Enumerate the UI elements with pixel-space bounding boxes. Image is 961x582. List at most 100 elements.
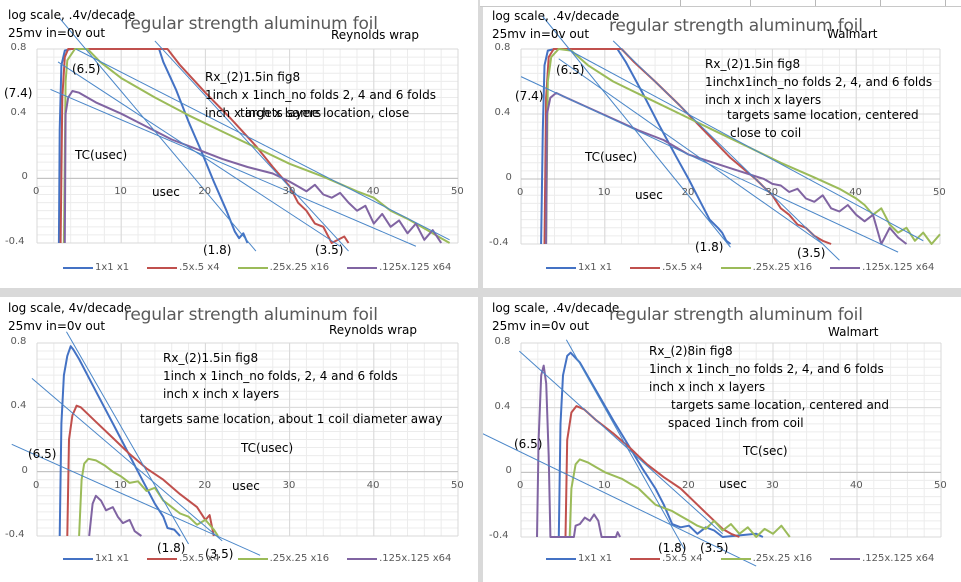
legend-label: .125x.125 x64	[379, 262, 452, 273]
tc-fit-line	[542, 16, 731, 248]
y-tick-label: 0.8	[10, 336, 27, 347]
tc-fit-line	[565, 339, 686, 551]
x-tick-label: 20	[198, 479, 212, 491]
y-tick-label: 0	[505, 172, 512, 183]
x-tick-label: 30	[282, 479, 296, 491]
chart-svg	[483, 339, 942, 567]
spreadsheet-cell	[815, 0, 881, 6]
tc-annotation: (7.4)	[4, 86, 33, 100]
x-tick-label: 20	[198, 186, 212, 198]
series-line-1	[57, 48, 249, 244]
x-axis-label: usec	[152, 185, 180, 199]
x-tick-label: 10	[114, 186, 127, 198]
chart-panel-top-right[interactable]: 0 10 20 30 40 50 0.8 0.4 0 -0.4 log scale, .4v/dec…	[483, 7, 961, 288]
setup-note: targets same location, centered and	[671, 398, 890, 412]
legend-item: .5x.5 x4	[147, 262, 220, 273]
legend: 1x1 x1 .5x.5 x4 .25x.25 x16 .125x.125 x64	[546, 262, 934, 273]
offset-note: 25mv in=0v out	[8, 26, 106, 40]
legend-swatch	[830, 266, 861, 269]
tc-fit-line	[520, 76, 899, 253]
tc-fit-lines	[520, 16, 924, 261]
chart-svg	[11, 331, 459, 556]
legend-swatch	[830, 557, 861, 560]
legend-item: .5x.5 x4	[630, 262, 703, 273]
chart-svg	[520, 16, 941, 261]
scale-note: log scale, 4v/decade	[8, 301, 132, 315]
tc-annotation: (6.5)	[72, 62, 101, 76]
x-axis-label: usec	[232, 479, 260, 493]
legend-swatch	[720, 266, 751, 269]
y-tick-label: 0	[505, 465, 512, 477]
chart-title: regular strength aluminum foil	[124, 14, 378, 34]
tc-annotation: (3.5)	[205, 547, 234, 561]
series-line-3	[545, 48, 941, 245]
tc-annotation: (3.5)	[797, 246, 826, 260]
offset-note: 25mv in=0v out	[492, 27, 590, 41]
legend-label: 1x1 x1	[95, 262, 130, 273]
tc-fit-line	[483, 433, 757, 567]
tc-fit-lines	[483, 339, 757, 567]
brand-label: Reynolds wrap	[329, 323, 417, 337]
spreadsheet-cell	[680, 0, 751, 6]
coil-note: Rx_(2)1.5in fig8	[205, 70, 301, 84]
tc-fit-line	[518, 350, 723, 535]
x-tick-label: 10	[114, 479, 127, 491]
legend-label: .5x.5 x4	[179, 553, 220, 564]
setup-note: targets same location, centered	[727, 108, 919, 122]
legend-item: .25x.25 x16	[720, 553, 812, 564]
series-line-1	[557, 351, 764, 538]
chart-panel-bottom-right[interactable]: 0 10 20 30 40 50 0.8 0.4 0 -0.4 log scale, .4v/dec…	[483, 297, 961, 582]
y-tick-label: 0.8	[494, 42, 511, 53]
legend-label: .25x.25 x16	[269, 262, 330, 273]
legend-swatch	[630, 266, 661, 269]
setup-note: spaced 1inch from coil	[668, 416, 804, 430]
tc-annotation: (3.5)	[700, 541, 729, 555]
legend-swatch	[147, 557, 178, 560]
setup-note: close to coil	[730, 126, 802, 140]
series-group	[57, 48, 451, 244]
legend-item: 1x1 x1	[63, 553, 129, 564]
x-tick-label: 0	[33, 186, 40, 198]
series-line-3	[62, 48, 451, 244]
x-tick-label: 40	[850, 480, 863, 492]
tc-fit-line	[50, 88, 417, 247]
tc-fit-lines	[11, 331, 261, 556]
y-tick-label: -0.4	[5, 236, 25, 247]
y-tick-label: 0.4	[494, 400, 511, 412]
spreadsheet-header-strip	[480, 0, 961, 7]
x-tick-label: 40	[849, 187, 862, 198]
scale-note: log scale, .4v/decade	[492, 301, 620, 315]
coil-note: 1inch x 1inch_no folds, 2, 4 and 6 folds	[163, 369, 398, 383]
y-tick-label: 0.8	[494, 336, 511, 347]
legend-label: .125x.125 x64	[379, 553, 452, 564]
legend-swatch	[720, 557, 751, 560]
chart-title: regular strength aluminum foil	[609, 16, 863, 36]
legend-item: .25x.25 x16	[720, 262, 812, 273]
coil-note: Rx_(2)8in fig8	[649, 344, 733, 358]
y-tick-label: -0.4	[489, 530, 509, 541]
x-tick-label: 50	[934, 480, 947, 492]
tc-label: TC(sec)	[743, 444, 788, 458]
tc-fit-line	[57, 61, 341, 247]
x-tick-label: 30	[766, 480, 779, 492]
chart-svg	[36, 17, 459, 252]
x-axis-label: usec	[719, 477, 747, 491]
series-line-3	[78, 457, 219, 537]
tc-annotation: (6.5)	[28, 447, 57, 461]
series-line-2	[59, 48, 350, 244]
series-line-4	[536, 364, 621, 538]
legend-item: 1x1 x1	[63, 262, 129, 273]
y-tick-label: -0.4	[5, 529, 25, 540]
tc-fit-line	[59, 17, 257, 252]
coil-note: inch x inch x layers	[705, 93, 822, 107]
tc-fit-line	[566, 48, 924, 242]
y-tick-label: 0	[21, 464, 28, 476]
legend-item: 1x1 x1	[546, 262, 612, 273]
y-tick-label: 0	[21, 171, 28, 183]
legend-swatch	[237, 266, 268, 269]
tc-fit-lines	[50, 17, 450, 252]
chart-panel-top-left[interactable]: 0 10 20 30 40 50 0.8 0.4 0 -0.4 log scale, .4v/dec…	[0, 0, 478, 288]
chart-panel-bottom-left[interactable]: 0 10 20 30 40 50 0.8 0.4 0 -0.4 log scale, 4v/deca…	[0, 297, 478, 582]
legend-label: .5x.5 x4	[662, 262, 703, 273]
tc-fit-line	[154, 40, 349, 252]
